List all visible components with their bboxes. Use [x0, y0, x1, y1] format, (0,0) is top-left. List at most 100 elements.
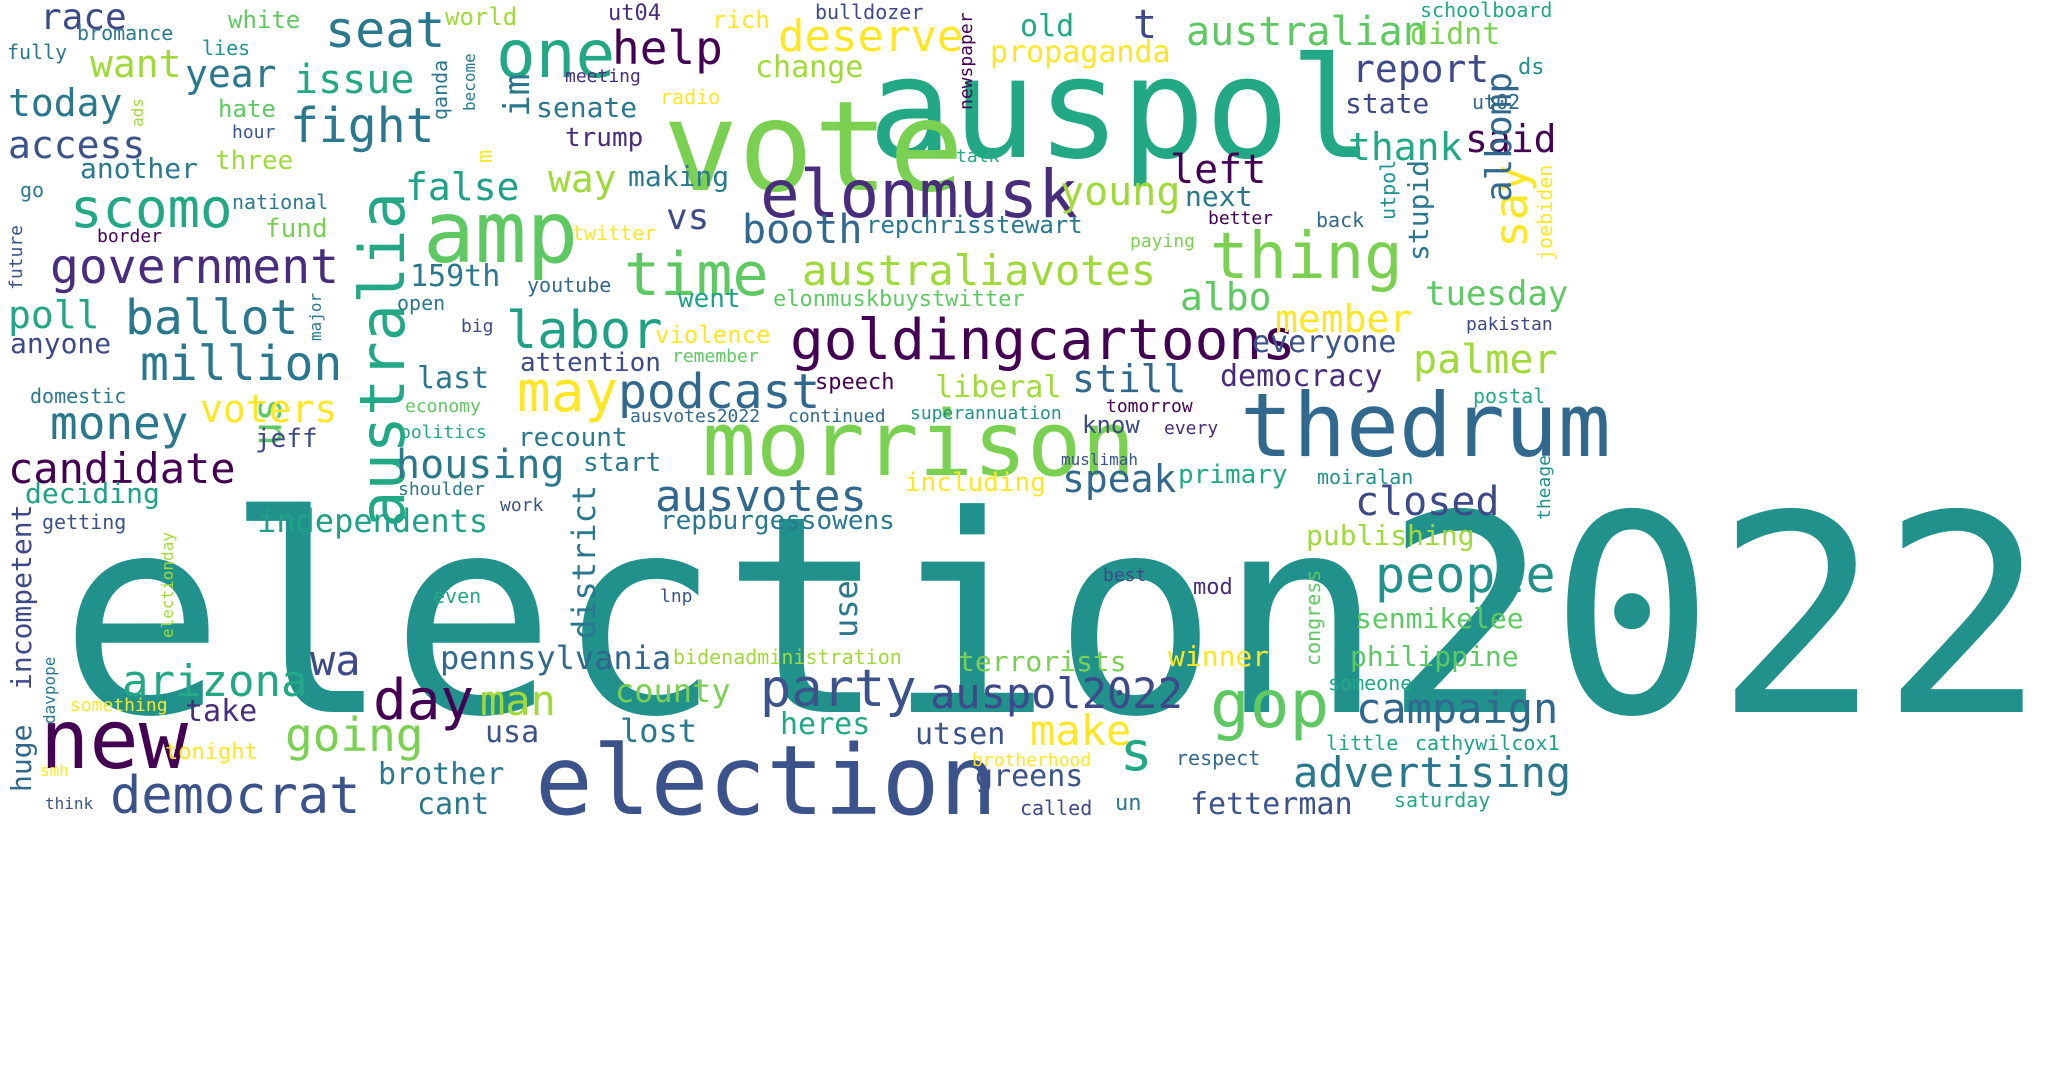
- word-thing: thing: [1210, 220, 1403, 294]
- word-pakistan: pakistan: [1466, 314, 1553, 335]
- word-campaign: campaign: [1356, 684, 1559, 733]
- word-national: national: [232, 190, 329, 214]
- word-podcast: podcast: [618, 364, 821, 420]
- word-brother: brother: [378, 757, 505, 792]
- word-advertising: advertising: [1293, 748, 1572, 797]
- word-bulldozer: bulldozer: [815, 0, 924, 24]
- word-three: three: [215, 146, 294, 176]
- word-australiavotes: australiavotes: [802, 246, 1157, 295]
- word-muslimah: muslimah: [1061, 450, 1139, 469]
- word-ut02: ut02: [1472, 90, 1521, 114]
- word-everyone: everyone: [1252, 325, 1397, 360]
- word-next: next: [1185, 180, 1253, 213]
- word-border: border: [97, 226, 163, 247]
- word-become: become: [460, 53, 479, 111]
- word-palmer: palmer: [1413, 337, 1558, 383]
- word-help: help: [612, 21, 723, 75]
- word-state: state: [1345, 87, 1430, 120]
- word-t: t: [1133, 2, 1158, 48]
- word-closed: closed: [1355, 479, 1500, 525]
- word-ballot: ballot: [125, 290, 299, 346]
- word-economy: economy: [405, 396, 481, 417]
- word-money: money: [50, 396, 189, 450]
- word-heres: heres: [780, 707, 871, 742]
- word-newspaper: newspaper: [956, 12, 977, 110]
- word-race: race: [40, 0, 127, 38]
- word-best: best: [1103, 565, 1147, 586]
- word-electionday: electionday: [158, 532, 177, 638]
- word-went: went: [678, 284, 741, 314]
- word-winner: winner: [1168, 640, 1270, 673]
- word-may: may: [517, 360, 619, 425]
- word-amp: amp: [423, 183, 579, 283]
- word-im: im: [497, 73, 538, 117]
- word-theage: theage: [1534, 454, 1555, 520]
- word-auspol2022: auspol2022: [930, 669, 1183, 718]
- word-cant: cant: [417, 787, 490, 822]
- word-new: new: [40, 693, 189, 788]
- word-work: work: [500, 495, 544, 516]
- word-young: young: [1060, 169, 1181, 215]
- word-man: man: [480, 676, 556, 725]
- word-159th: 159th: [410, 259, 501, 294]
- word-vote: vote: [663, 75, 965, 220]
- word-utsen: utsen: [915, 717, 1006, 752]
- word-major: major: [306, 292, 325, 341]
- word-albo: albo: [1180, 275, 1272, 319]
- word-morrison: morrison: [702, 392, 1136, 497]
- word-tonight: tonight: [165, 740, 258, 765]
- word-report: report: [1352, 47, 1490, 91]
- word-wa: wa: [310, 636, 361, 685]
- word-jeff: jeff: [255, 424, 318, 454]
- word-day: day: [373, 668, 475, 733]
- word-liberal: liberal: [935, 370, 1062, 405]
- word-saturday: saturday: [1394, 788, 1491, 812]
- word-big: big: [461, 316, 494, 337]
- word-someone: someone: [1328, 671, 1413, 695]
- word-fetterman: fetterman: [1190, 787, 1353, 822]
- word-getting: getting: [42, 510, 127, 534]
- word-qanda: qanda: [428, 59, 452, 120]
- word-attention: attention: [520, 348, 661, 378]
- word-world: world: [445, 3, 518, 31]
- word-hate: hate: [218, 95, 276, 123]
- word-didnt: didnt: [1410, 17, 1501, 52]
- word-seat: seat: [325, 1, 446, 59]
- word-meeting: meeting: [565, 66, 641, 87]
- word-respect: respect: [1176, 746, 1261, 770]
- word-election2022: election2022: [59, 457, 2046, 777]
- word-open: open: [397, 291, 446, 315]
- word-go: go: [20, 178, 45, 202]
- word-shoulder: shoulder: [398, 479, 485, 500]
- word-bidenadministration: bidenadministration: [673, 645, 902, 669]
- word-left: left: [1170, 147, 1267, 193]
- word-scomo: scomo: [70, 177, 233, 240]
- word-access: access: [8, 123, 146, 167]
- word-superannuation: superannuation: [910, 403, 1062, 424]
- word-australian: australian: [1186, 9, 1427, 55]
- word-primary: primary: [1178, 460, 1288, 490]
- word-paying: paying: [1130, 231, 1196, 252]
- word-s: s: [1120, 720, 1153, 783]
- word-deserve: deserve: [778, 11, 964, 62]
- word-last: last: [417, 361, 490, 396]
- word-know: know: [1082, 411, 1140, 439]
- word-white: white: [228, 6, 301, 34]
- word-tomorrow: tomorrow: [1106, 396, 1193, 417]
- word-future: future: [6, 224, 27, 290]
- word-deciding: deciding: [25, 477, 160, 510]
- word-ausvotes: ausvotes: [655, 471, 867, 522]
- word-schoolboard: schoolboard: [1420, 0, 1553, 22]
- word-district: district: [565, 484, 603, 639]
- word-take: take: [185, 694, 258, 729]
- word-ds: ds: [1518, 55, 1545, 80]
- word-lnp: lnp: [660, 586, 693, 607]
- word-even: even: [433, 584, 482, 608]
- word-congress: congress: [1301, 569, 1325, 666]
- word-time: time: [624, 240, 769, 310]
- word-party: party: [760, 659, 917, 719]
- word-lies: lies: [202, 36, 251, 60]
- word-labor: labor: [506, 301, 663, 361]
- word-trump: trump: [565, 123, 644, 153]
